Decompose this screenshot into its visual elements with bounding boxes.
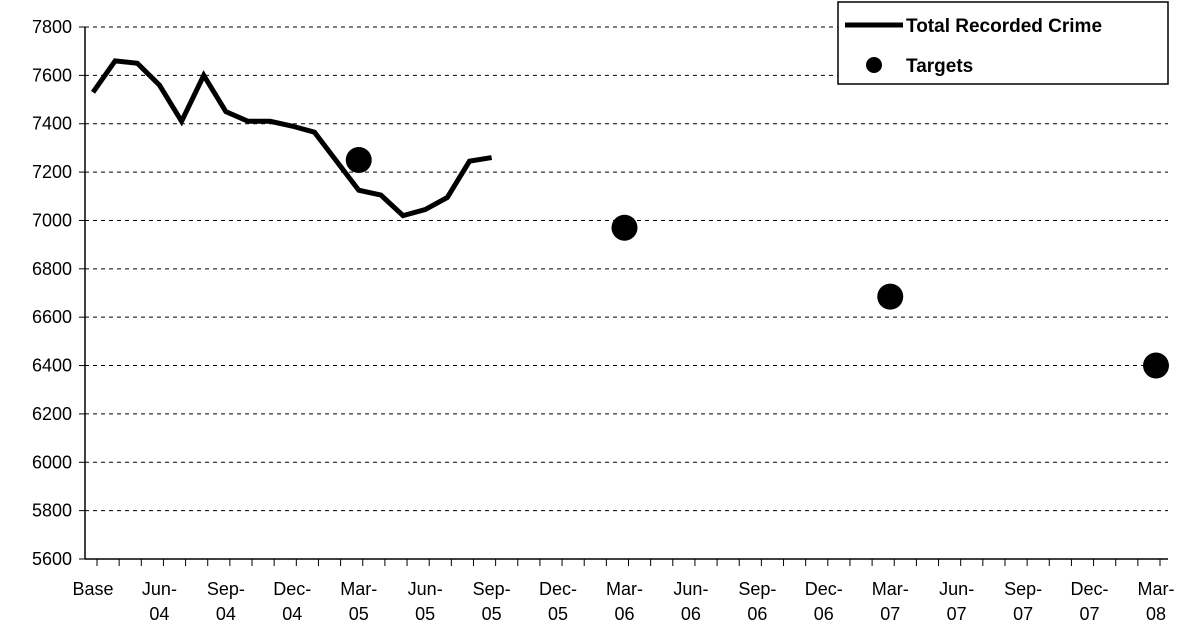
x-tick-label: 07 [1013, 604, 1033, 624]
legend-box [837, 1, 1169, 85]
x-tick-label: 04 [216, 604, 236, 624]
x-tick-label: 05 [349, 604, 369, 624]
x-tick-label: Dec- [1071, 579, 1109, 599]
x-tick-label: Sep- [738, 579, 776, 599]
y-tick-label: 6000 [32, 452, 72, 472]
y-tick-label: 7200 [32, 162, 72, 182]
legend: Total Recorded Crime Targets [837, 1, 1169, 85]
x-tick-label: Sep- [207, 579, 245, 599]
grid-lines [85, 26, 1168, 512]
x-tick-label: Base [72, 579, 113, 599]
x-tick-label: Jun- [673, 579, 708, 599]
y-tick-label: 7600 [32, 65, 72, 85]
x-tick-label: Sep- [473, 579, 511, 599]
target-marker [345, 147, 372, 173]
y-tick-label: 5600 [32, 549, 72, 569]
target-marker [877, 283, 904, 310]
x-tick-label: Jun- [142, 579, 177, 599]
legend-label-targets: Targets [906, 56, 973, 77]
x-tick-label: 04 [282, 604, 302, 624]
y-tick-label: 6200 [32, 404, 72, 424]
y-tick-label: 7400 [32, 114, 72, 134]
legend-marker-swatch [866, 57, 882, 73]
series-targets [345, 147, 1169, 379]
x-tick-label: 05 [548, 604, 568, 624]
x-tick-label: Dec- [273, 579, 311, 599]
x-tick-label: Mar- [872, 579, 909, 599]
y-tick-label: 6400 [32, 356, 72, 376]
x-tick-label: 08 [1146, 604, 1166, 624]
x-tick-label: 05 [415, 604, 435, 624]
legend-label-total-recorded-crime: Total Recorded Crime [906, 16, 1102, 37]
x-tick-label: Dec- [539, 579, 577, 599]
x-tick-label: 07 [1080, 604, 1100, 624]
target-marker [1143, 352, 1169, 379]
x-tick-label: Sep- [1004, 579, 1042, 599]
x-tick-label: 06 [814, 604, 834, 624]
target-marker [611, 214, 638, 241]
y-tick-label: 6600 [32, 307, 72, 327]
x-tick-label: 07 [947, 604, 967, 624]
x-tick-label: Jun- [939, 579, 974, 599]
x-tick-label: 06 [747, 604, 767, 624]
y-tick-label: 5800 [32, 501, 72, 521]
line-total-recorded-crime [90, 58, 493, 219]
x-tick-label: Dec- [805, 579, 843, 599]
y-tick-label: 7000 [32, 210, 72, 230]
x-tick-label: 05 [482, 604, 502, 624]
x-tick-label: Mar- [1138, 579, 1175, 599]
x-tick-label: Jun- [408, 579, 443, 599]
x-tick-label: Mar- [606, 579, 643, 599]
x-tick-label: 04 [149, 604, 169, 624]
y-tick-label: 6800 [32, 259, 72, 279]
x-tick-label: 06 [681, 604, 701, 624]
series-total-recorded-crime [90, 58, 493, 219]
axes [84, 27, 1168, 560]
y-axis-ticks: 5600 5800 6000 6200 6400 6600 6800 7000 7200 7400… [32, 17, 85, 569]
x-tick-label: 06 [614, 604, 634, 624]
x-axis-ticks: Base Jun- 04 Sep- 04 Dec- 04 Mar- 05 Jun- 05 Sep- 05… [72, 559, 1175, 624]
x-tick-label: Mar- [340, 579, 377, 599]
y-tick-label: 7800 [32, 17, 72, 37]
x-tick-label: 07 [880, 604, 900, 624]
